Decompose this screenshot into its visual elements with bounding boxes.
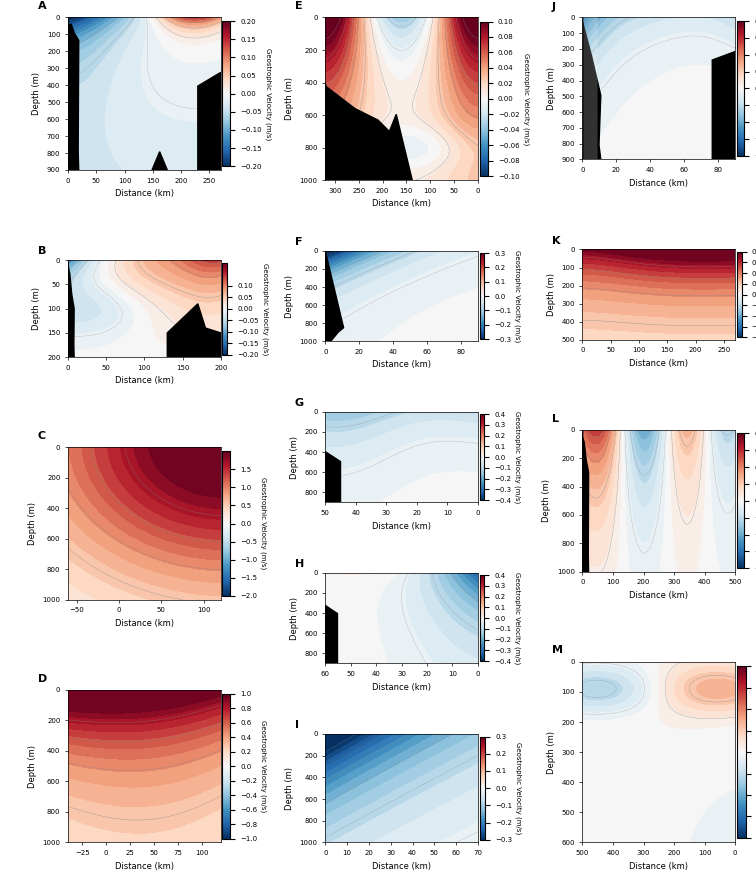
X-axis label: Distance (km): Distance (km) [372, 199, 431, 209]
Polygon shape [198, 72, 221, 170]
Polygon shape [325, 83, 328, 181]
Y-axis label: Geostrophic Velocity (m/s): Geostrophic Velocity (m/s) [514, 250, 521, 342]
Y-axis label: Geostrophic Velocity (m/s): Geostrophic Velocity (m/s) [265, 48, 271, 140]
Y-axis label: Geostrophic Velocity (m/s): Geostrophic Velocity (m/s) [514, 411, 521, 503]
Y-axis label: Depth (m): Depth (m) [547, 273, 556, 316]
X-axis label: Distance (km): Distance (km) [115, 376, 174, 385]
Y-axis label: Geostrophic Velocity (m/s): Geostrophic Velocity (m/s) [261, 720, 267, 812]
Y-axis label: Geostrophic Velocity (m/s): Geostrophic Velocity (m/s) [262, 263, 268, 354]
Text: B: B [38, 246, 46, 256]
Y-axis label: Depth (m): Depth (m) [285, 766, 294, 809]
Y-axis label: Depth (m): Depth (m) [547, 731, 556, 773]
Text: E: E [295, 1, 302, 11]
Text: A: A [38, 2, 46, 11]
Y-axis label: Depth (m): Depth (m) [33, 287, 42, 330]
Y-axis label: Depth (m): Depth (m) [285, 78, 294, 120]
Polygon shape [325, 451, 340, 502]
Text: H: H [295, 560, 304, 569]
Y-axis label: Depth (m): Depth (m) [285, 275, 294, 318]
Polygon shape [582, 17, 601, 160]
X-axis label: Distance (km): Distance (km) [372, 361, 431, 369]
X-axis label: Distance (km): Distance (km) [629, 359, 688, 368]
Polygon shape [712, 52, 735, 160]
Polygon shape [152, 152, 167, 170]
Y-axis label: Depth (m): Depth (m) [28, 502, 37, 545]
Polygon shape [325, 86, 412, 181]
Polygon shape [325, 606, 337, 663]
Y-axis label: Depth (m): Depth (m) [547, 67, 556, 110]
Polygon shape [325, 251, 343, 341]
X-axis label: Distance (km): Distance (km) [629, 179, 688, 188]
X-axis label: Distance (km): Distance (km) [115, 862, 174, 870]
Y-axis label: Geostrophic Velocity (m/s): Geostrophic Velocity (m/s) [514, 572, 521, 664]
Y-axis label: Depth (m): Depth (m) [33, 72, 42, 115]
X-axis label: Distance (km): Distance (km) [372, 521, 431, 531]
X-axis label: Distance (km): Distance (km) [372, 683, 431, 691]
Text: D: D [38, 674, 47, 684]
Text: F: F [295, 237, 302, 247]
X-axis label: Distance (km): Distance (km) [629, 862, 688, 870]
Y-axis label: Depth (m): Depth (m) [28, 745, 37, 787]
Text: M: M [552, 644, 563, 655]
X-axis label: Distance (km): Distance (km) [372, 862, 431, 870]
Y-axis label: Depth (m): Depth (m) [290, 436, 299, 478]
Polygon shape [68, 17, 79, 170]
Y-axis label: Geostrophic Velocity (m/s): Geostrophic Velocity (m/s) [522, 52, 529, 145]
X-axis label: Distance (km): Distance (km) [115, 189, 174, 198]
Text: G: G [295, 398, 304, 409]
Y-axis label: Geostrophic Velocity (m/s): Geostrophic Velocity (m/s) [516, 742, 522, 835]
Polygon shape [167, 304, 221, 357]
Y-axis label: Geostrophic Velocity (m/s): Geostrophic Velocity (m/s) [261, 478, 267, 570]
Text: J: J [552, 2, 556, 11]
X-axis label: Distance (km): Distance (km) [629, 591, 688, 600]
Text: C: C [38, 431, 45, 441]
Polygon shape [68, 260, 74, 357]
Y-axis label: Depth (m): Depth (m) [290, 596, 299, 640]
Polygon shape [582, 430, 589, 572]
Y-axis label: Depth (m): Depth (m) [542, 479, 551, 522]
Text: I: I [295, 719, 299, 730]
Text: L: L [552, 414, 559, 424]
X-axis label: Distance (km): Distance (km) [115, 619, 174, 628]
Text: K: K [552, 236, 560, 246]
